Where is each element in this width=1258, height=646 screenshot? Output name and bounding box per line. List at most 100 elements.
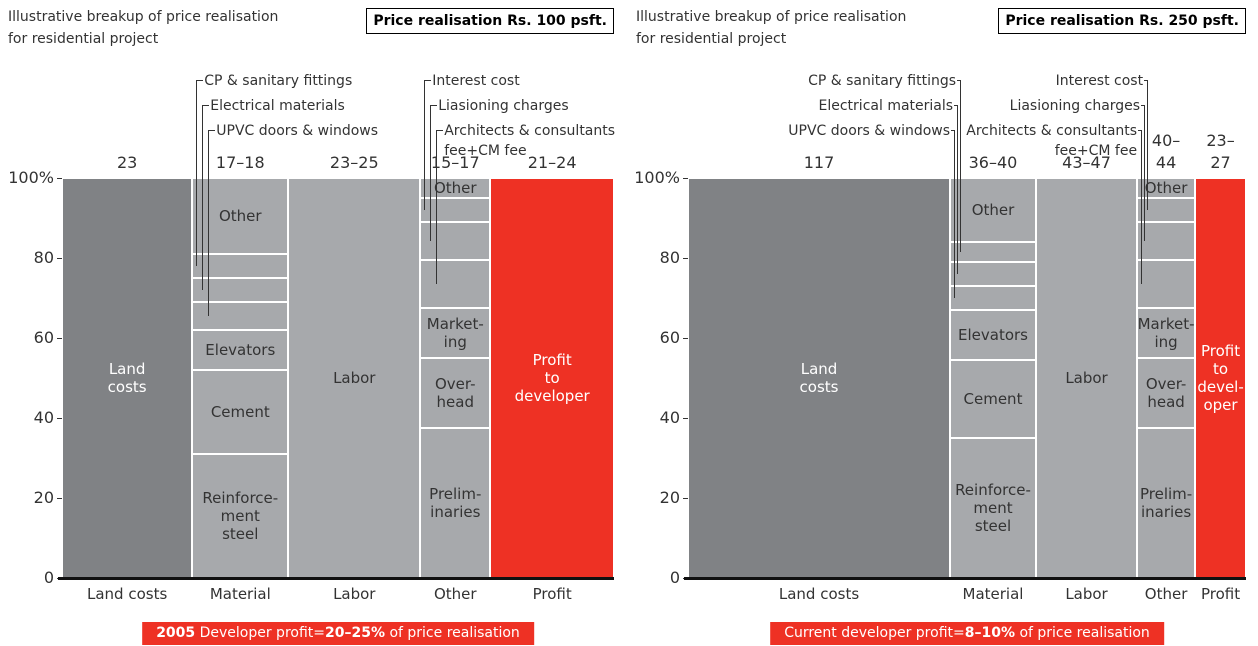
segment: Profit to devel- oper [1195,178,1246,578]
y-tick-label: 20 [659,488,680,507]
leader-tick [954,105,959,106]
footer-text: Current developer profit= [784,625,965,641]
x-tick-label: Labor [1065,585,1108,603]
segment-label: Market- ing [426,315,484,351]
column-total: 117 [803,153,835,172]
segment: Other [950,178,1036,242]
footer-banner: 2005 Developer profit=20–25% of price re… [142,622,534,645]
callout-label: Electrical materials [818,98,954,114]
segment: Elevators [192,330,289,370]
callout-label: Liasioning charges [438,98,569,114]
segment: Prelim- inaries [1137,428,1196,578]
y-tick [57,177,62,179]
y-tick-label: 80 [659,248,680,267]
y-tick-label: 40 [33,408,54,427]
callout-label: Architects & consultants fee+CM fee [966,123,1138,159]
segment-label: Cement [963,390,1023,408]
leader-line [954,130,956,298]
x-tick-label: Other [433,585,477,603]
leader-line [1144,105,1146,241]
y-tick [683,177,688,179]
segment-label: Land costs [107,360,147,396]
segment-label: Reinforce- ment steel [955,481,1031,535]
column-total: 17–18 [215,153,265,172]
segment: Labor [288,178,421,578]
y-tick [57,337,62,339]
segment: Land costs [688,178,951,578]
y-tick [683,257,688,259]
segment [950,262,1036,286]
segment-label: Other [1144,179,1188,197]
leader-line [202,105,204,290]
leader-tick [1144,80,1149,81]
segment: Elevators [950,310,1036,360]
x-tick-label: Profit [532,585,572,603]
x-tick-label: Labor [333,585,376,603]
segment-label: Prelim- inaries [429,485,482,521]
x-axis [684,577,1246,580]
x-tick-label: Material [209,585,271,603]
footer-text: 8–10% [964,625,1015,641]
callout-label: CP & sanitary fittings [808,73,957,89]
segment-label: Other [433,179,477,197]
segment: Other [420,178,491,198]
callout-label: Interest cost [432,73,520,89]
footer-text: 2005 [156,625,196,641]
leader-tick [951,130,956,131]
x-tick-label: Other [1144,585,1188,603]
leader-line [196,80,198,266]
leader-line [960,80,962,252]
segment [192,302,289,330]
y-tick-label: 0 [43,568,54,587]
segment-label: Profit to developer [514,351,590,405]
segment-label: Market- ing [1137,315,1195,351]
y-tick [683,417,688,419]
leader-tick [1141,105,1146,106]
segment [420,222,491,260]
segment-label: Labor [1065,369,1108,387]
leader-tick [430,105,438,106]
segment-label: Elevators [205,341,276,359]
leader-line [957,105,959,274]
segment-label: Reinforce- ment steel [202,489,279,543]
segment: Prelim- inaries [420,428,491,578]
x-tick-label: Land costs [778,585,860,603]
leader-line [436,130,438,284]
segment: Other [192,178,289,254]
segment: Cement [950,360,1036,438]
leader-tick [957,80,962,81]
y-tick-label: 40 [659,408,680,427]
segment: Market- ing [420,308,491,358]
footer-banner: Current developer profit=8–10% of price … [770,622,1164,645]
y-tick-label: 60 [659,328,680,347]
segment [420,260,491,308]
segment [950,286,1036,310]
callout-label: CP & sanitary fittings [204,73,353,89]
segment: Profit to developer [490,178,614,578]
segment-label: Prelim- inaries [1139,485,1193,521]
segment: Cement [192,370,289,454]
x-tick-label: Land costs [86,585,168,603]
segment: Labor [1035,178,1138,578]
segment: Reinforce- ment steel [950,438,1036,578]
callout-label: UPVC doors & windows [788,123,951,139]
segment: Other [1137,178,1196,198]
segment: Land costs [62,178,193,578]
callout-label: UPVC doors & windows [216,123,379,139]
segment-label: Elevators [958,326,1028,344]
column-total: 23–25 [329,153,379,172]
y-tick [57,257,62,259]
callout-label: Electrical materials [210,98,345,114]
leader-tick [208,130,216,131]
price-box: Price realisation Rs. 100 psft. [366,8,614,34]
segment [1137,222,1196,260]
segment-label: Profit to devel- oper [1197,342,1244,414]
segment-label: Over- head [1145,375,1187,411]
column-total: 36–40 [968,153,1018,172]
segment-label: Other [971,201,1015,219]
segment [950,242,1036,262]
segment [420,198,491,222]
segment: Over- head [420,358,491,428]
segment-label: Land costs [799,360,839,396]
footer-text: of price realisation [1014,625,1150,641]
